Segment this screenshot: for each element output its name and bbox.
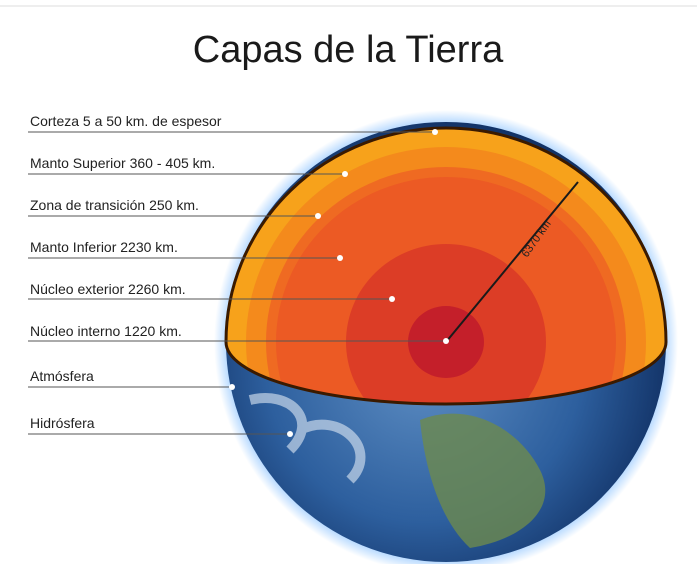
leader-dot (432, 129, 438, 135)
layer-label: Atmósfera (30, 368, 94, 384)
layer-label: Manto Inferior 2230 km. (30, 239, 178, 255)
leader-dot (229, 384, 235, 390)
leader-dot (315, 213, 321, 219)
layer-label: Zona de transición 250 km. (30, 197, 199, 213)
leader-dot (337, 255, 343, 261)
leader-dot (389, 296, 395, 302)
layer-label: Núcleo interno 1220 km. (30, 323, 182, 339)
page: Capas de la Tierra 6370 km Corteza 5 a 5… (0, 0, 697, 564)
leader-dot (287, 431, 293, 437)
diagram: Capas de la Tierra 6370 km Corteza 5 a 5… (0, 0, 697, 564)
layer-label: Hidrósfera (30, 415, 95, 431)
layer-label: Corteza 5 a 50 km. de espesor (30, 113, 222, 129)
layer-label: Manto Superior 360 - 405 km. (30, 155, 215, 171)
leader-dot (342, 171, 348, 177)
layer-label: Núcleo exterior 2260 km. (30, 281, 186, 297)
title: Capas de la Tierra (193, 29, 504, 71)
leader-dot (443, 338, 449, 344)
